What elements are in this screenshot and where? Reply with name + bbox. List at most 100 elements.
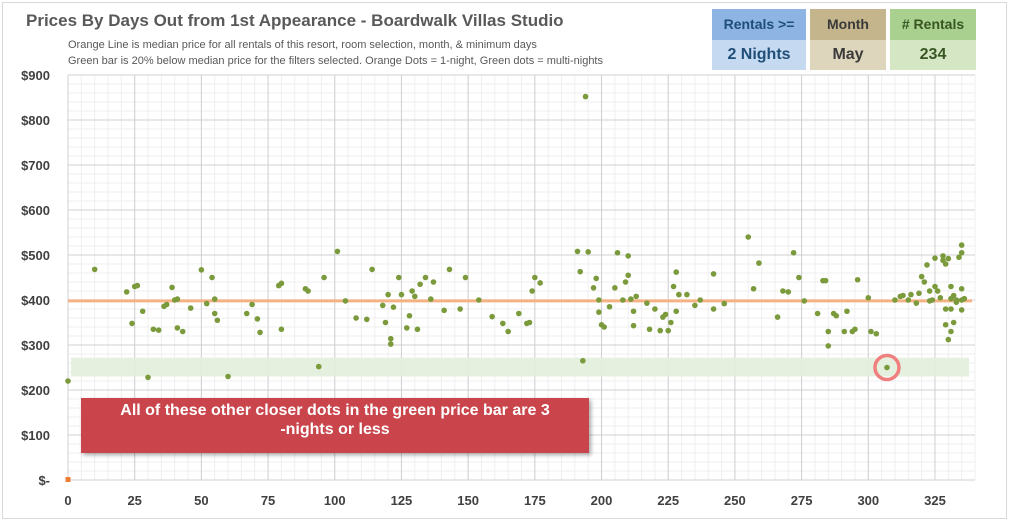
multi-night-point (601, 324, 607, 330)
x-tick-label: 75 (261, 493, 275, 508)
x-tick-label: 150 (457, 493, 479, 508)
multi-night-point (139, 308, 146, 315)
multi-night-point (630, 322, 637, 329)
multi-night-point (814, 310, 821, 317)
multi-night-point (225, 373, 231, 380)
multi-night-point (884, 364, 890, 371)
multi-night-point (918, 273, 925, 280)
multi-night-point (924, 262, 930, 268)
multi-night-point (958, 249, 965, 256)
multi-night-point (942, 306, 949, 312)
multi-night-point (211, 310, 218, 317)
multi-night-point (369, 266, 375, 273)
multi-night-point (790, 249, 797, 256)
multi-night-point (630, 308, 637, 315)
multi-night-point (916, 290, 922, 297)
multi-night-point (163, 301, 170, 308)
multi-night-point (950, 292, 957, 299)
multi-night-point (577, 268, 583, 275)
multi-night-point (633, 293, 640, 300)
multi-night-point (529, 288, 535, 294)
multi-night-point (825, 343, 832, 349)
multi-night-point (123, 289, 130, 295)
multi-night-point (505, 328, 511, 335)
multi-night-point (942, 261, 949, 267)
multi-night-point (462, 274, 469, 281)
multi-night-point (948, 328, 954, 335)
multi-night-point (334, 248, 341, 255)
month-filter-value[interactable]: May (810, 40, 886, 70)
rental-count-label: # Rentals (890, 9, 976, 40)
multi-night-point (155, 327, 162, 333)
multi-night-point (673, 269, 680, 275)
multi-night-point (628, 296, 634, 302)
multi-night-point (249, 301, 255, 308)
multi-night-point (614, 249, 621, 256)
multi-night-point (833, 312, 840, 319)
x-tick-label: 225 (657, 493, 679, 508)
multi-night-point (203, 300, 210, 307)
multi-night-point (932, 283, 938, 290)
multi-night-point (692, 302, 698, 309)
multi-night-point (526, 319, 533, 326)
multi-night-point (796, 274, 802, 281)
multi-night-point (169, 284, 175, 291)
y-tick-label: $700 (21, 158, 50, 173)
multi-night-point (926, 288, 933, 294)
multi-night-point (825, 328, 832, 335)
multi-night-point (961, 295, 968, 302)
multi-night-point (673, 308, 680, 315)
multi-night-point (209, 274, 215, 281)
multi-night-point (948, 283, 954, 290)
y-tick-label: $900 (21, 68, 50, 83)
multi-night-point (958, 285, 965, 292)
rental-count: # Rentals 234 (890, 9, 976, 70)
multi-night-point (187, 305, 194, 311)
multi-night-point (908, 291, 914, 298)
rentals-filter-value[interactable]: 2 Nights (712, 40, 806, 70)
y-tick-label: $500 (21, 248, 50, 263)
multi-night-point (676, 291, 682, 298)
multi-night-point (937, 294, 944, 301)
multi-night-point (785, 289, 792, 295)
subtitle-line-1: Orange Line is median price for all rent… (68, 39, 537, 51)
multi-night-point (868, 328, 874, 335)
multi-night-point (750, 285, 757, 292)
multi-night-point (489, 313, 495, 320)
multi-night-point (134, 282, 141, 289)
multi-night-point (697, 297, 704, 303)
y-axis-labels: $- $100 $200 $300 $400 $500 $600 $700 $800 $900 (21, 68, 50, 488)
multi-night-point (422, 274, 429, 281)
multi-night-point (945, 336, 952, 343)
y-tick-label: $800 (21, 113, 50, 128)
multi-night-point (625, 272, 632, 279)
multi-night-point (315, 363, 322, 370)
multi-night-point (382, 319, 389, 326)
rentals-filter[interactable]: Rentals >= 2 Nights (712, 9, 806, 70)
multi-night-point (214, 317, 221, 324)
multi-night-point (516, 310, 522, 317)
multi-night-point (406, 312, 413, 319)
multi-night-point (411, 293, 418, 300)
x-tick-label: 0 (64, 493, 71, 508)
multi-night-point (652, 306, 658, 312)
multi-night-point (657, 327, 664, 334)
multi-night-point (305, 288, 311, 294)
multi-night-point (385, 291, 391, 298)
multi-night-point (932, 255, 938, 261)
multi-night-point (91, 266, 98, 273)
multi-night-point (65, 378, 71, 384)
multi-night-point (948, 306, 954, 312)
multi-night-point (756, 260, 762, 266)
month-filter[interactable]: Month May (810, 9, 886, 70)
multi-night-point (174, 296, 181, 302)
multi-night-point (446, 266, 453, 273)
multi-night-point (342, 298, 349, 304)
x-tick-label: 200 (591, 493, 613, 508)
x-tick-label: 325 (924, 493, 946, 508)
multi-night-point (395, 274, 402, 281)
multi-night-point (590, 285, 597, 291)
multi-night-point (596, 309, 602, 315)
multi-night-point (801, 298, 808, 304)
chart-title: Prices By Days Out from 1st Appearance -… (26, 11, 564, 30)
